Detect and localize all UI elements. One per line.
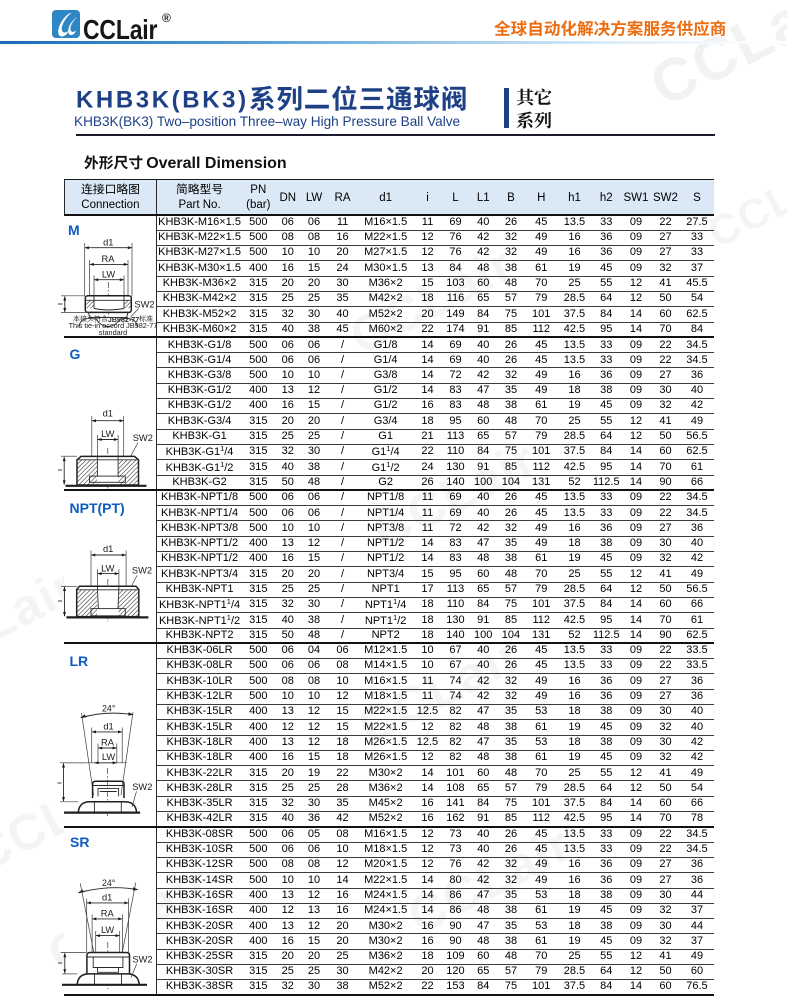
svg-text:LW: LW	[102, 752, 115, 762]
svg-text:SW2: SW2	[132, 954, 152, 964]
svg-text:d1: d1	[102, 892, 112, 902]
svg-text:SW2: SW2	[132, 566, 152, 576]
svg-text:24°: 24°	[102, 704, 115, 714]
svg-text:LW: LW	[101, 925, 114, 935]
svg-text:SW2: SW2	[133, 433, 153, 443]
svg-text:24°: 24°	[102, 878, 115, 888]
svg-text:d1: d1	[103, 544, 113, 554]
svg-text:SW2: SW2	[134, 299, 154, 309]
svg-text:SW2: SW2	[132, 782, 152, 792]
svg-text:d1: d1	[103, 409, 113, 419]
svg-text:LW: LW	[101, 563, 114, 573]
svg-text:d1: d1	[103, 237, 113, 247]
svg-text:d1: d1	[103, 721, 113, 731]
svg-text:LW: LW	[102, 269, 115, 279]
svg-text:RA: RA	[101, 737, 115, 747]
svg-text:RA: RA	[101, 909, 115, 919]
svg-text:RA: RA	[102, 254, 116, 264]
svg-text:LW: LW	[101, 429, 114, 439]
